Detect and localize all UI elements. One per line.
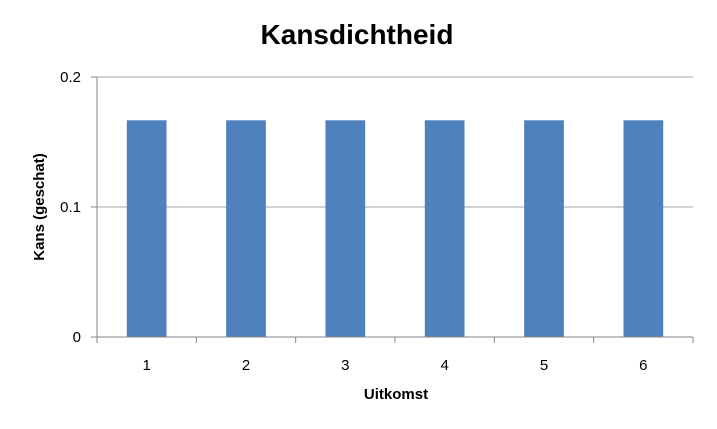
- y-tick-label: 0.2: [60, 69, 81, 86]
- y-tick-label: 0: [73, 329, 81, 346]
- x-axis-label: Uitkomst: [364, 386, 428, 403]
- x-tick-label: 3: [341, 357, 349, 374]
- bar-4: [424, 120, 465, 337]
- bar-6: [623, 120, 664, 337]
- y-axis-ticks: 0 0.1 0.2: [60, 69, 97, 346]
- x-tick-label: 4: [440, 357, 448, 374]
- x-tick-label: 1: [142, 357, 150, 374]
- gridlines: [97, 76, 693, 208]
- x-tick-label: 5: [540, 357, 548, 374]
- bar-1: [126, 120, 167, 337]
- y-tick-label: 0.1: [60, 199, 81, 216]
- bar-5: [524, 120, 564, 337]
- bar-3: [325, 120, 366, 337]
- x-tick-label: 6: [639, 357, 647, 374]
- y-axis-label: Kans (geschat): [31, 153, 48, 261]
- bar-series: [126, 120, 664, 337]
- x-tick-label: 2: [242, 357, 250, 374]
- chart-title: Kansdichtheid: [261, 19, 454, 50]
- bar-2: [226, 120, 266, 337]
- x-axis-ticks: 1 2 3 4 5 6: [96, 337, 694, 374]
